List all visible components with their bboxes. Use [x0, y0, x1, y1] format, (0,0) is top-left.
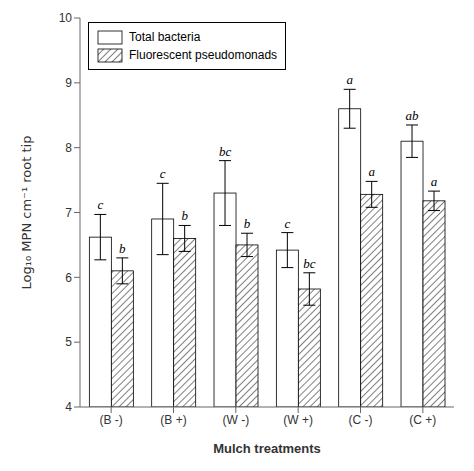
svg-text:a: a — [368, 164, 375, 179]
svg-text:9: 9 — [65, 76, 72, 90]
svg-text:(W +): (W +) — [283, 413, 313, 427]
svg-text:c: c — [97, 197, 103, 212]
svg-text:b: b — [181, 208, 188, 223]
svg-text:Log₁₀ MPN cm⁻¹ root tip: Log₁₀ MPN cm⁻¹ root tip — [19, 136, 34, 290]
svg-text:6: 6 — [65, 271, 72, 285]
svg-text:bc: bc — [219, 144, 232, 159]
html-text:Fluorescent pseudomonads: Fluorescent pseudomonads — [129, 48, 278, 62]
svg-text:(B -): (B -) — [100, 413, 123, 427]
svg-text:ab: ab — [406, 108, 420, 123]
svg-text:a: a — [346, 72, 353, 87]
svg-text:8: 8 — [65, 141, 72, 155]
html-text:Total bacteria: Total bacteria — [129, 30, 201, 44]
svg-text:10: 10 — [59, 11, 73, 25]
svg-text:c: c — [160, 166, 166, 181]
svg-text:(B +): (B +) — [160, 413, 186, 427]
svg-text:5: 5 — [65, 335, 72, 349]
svg-text:b: b — [119, 241, 126, 256]
svg-text:b: b — [244, 216, 251, 231]
svg-text:c: c — [284, 216, 290, 231]
svg-text:4: 4 — [65, 400, 72, 414]
svg-text:a: a — [431, 174, 438, 189]
svg-text:Mulch treatments: Mulch treatments — [213, 441, 321, 456]
svg-text:(C -): (C -) — [349, 413, 373, 427]
svg-text:bc: bc — [303, 256, 316, 271]
svg-text:(C +): (C +) — [409, 413, 436, 427]
svg-text:7: 7 — [65, 206, 72, 220]
svg-text:(W -): (W -) — [223, 413, 250, 427]
